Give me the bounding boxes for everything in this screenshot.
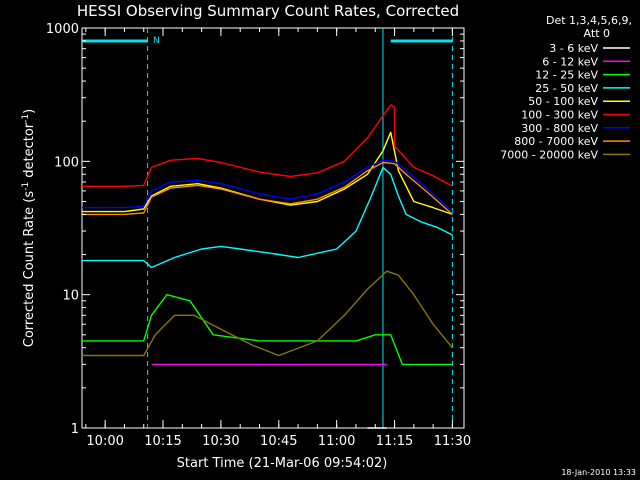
legend-label-50-100-kev: 50 - 100 keV (528, 95, 598, 108)
legend-label-100-300-kev: 100 - 300 keV (521, 109, 598, 122)
series-line-12-25-kev (82, 294, 453, 366)
y-tick-label: 100 (54, 155, 79, 170)
plot-frame (81, 27, 465, 429)
x-tick-label: 10:15 (144, 434, 181, 449)
series-line-300-800-kev (82, 159, 453, 213)
night-flag-label: N (153, 36, 160, 46)
legend-label-25-50-kev: 25 - 50 keV (535, 82, 598, 95)
x-tick-label: 10:45 (260, 434, 297, 449)
legend-label-7000-20000-kev: 7000 - 20000 keV (500, 148, 598, 161)
legend-header-line-1: Det 1,3,4,5,6,9, (546, 14, 632, 27)
series-line-100-300-kev (82, 104, 453, 188)
legend-header-line-2: Att 0 (584, 27, 610, 40)
x-tick-label: 11:30 (434, 434, 471, 449)
legend-label-6-12-kev: 6 - 12 keV (542, 55, 598, 68)
legend-label-300-800-kev: 300 - 800 keV (521, 122, 598, 135)
legend-label-3-6-kev: 3 - 6 keV (549, 42, 598, 55)
x-axis-label: Start Time (21-Mar-06 09:54:02) (177, 456, 388, 471)
series-line-800-7000-kev (82, 161, 453, 216)
y-tick-label: 10 (62, 289, 79, 304)
y-axis-label: Corrected Count Rate (s-1 detector-1) (21, 109, 37, 347)
x-tick-label: 10:00 (86, 434, 123, 449)
y-tick-label: 1 (71, 422, 79, 437)
legend-label-800-7000-kev: 800 - 7000 keV (514, 135, 598, 148)
series-layer (82, 104, 453, 429)
footer-date: 18-Jan-2010 13:33 (561, 468, 636, 477)
y-tick-label: 1000 (46, 22, 79, 37)
series-line-7000-20000-kev (82, 270, 453, 357)
flags-layer (82, 28, 453, 428)
chart-title: HESSI Observing Summary Count Rates, Cor… (77, 2, 459, 20)
ticks-layer: 10:00 10:15 10:30 10:45 11:00 11:15 11:30 1 10 10… (46, 22, 471, 449)
legend-label-12-25-kev: 12 - 25 keV (535, 69, 598, 82)
series-line-25-50-kev (82, 166, 453, 269)
x-tick-label: 11:15 (376, 434, 413, 449)
x-tick-label: 10:30 (202, 434, 239, 449)
x-tick-label: 11:00 (318, 434, 355, 449)
